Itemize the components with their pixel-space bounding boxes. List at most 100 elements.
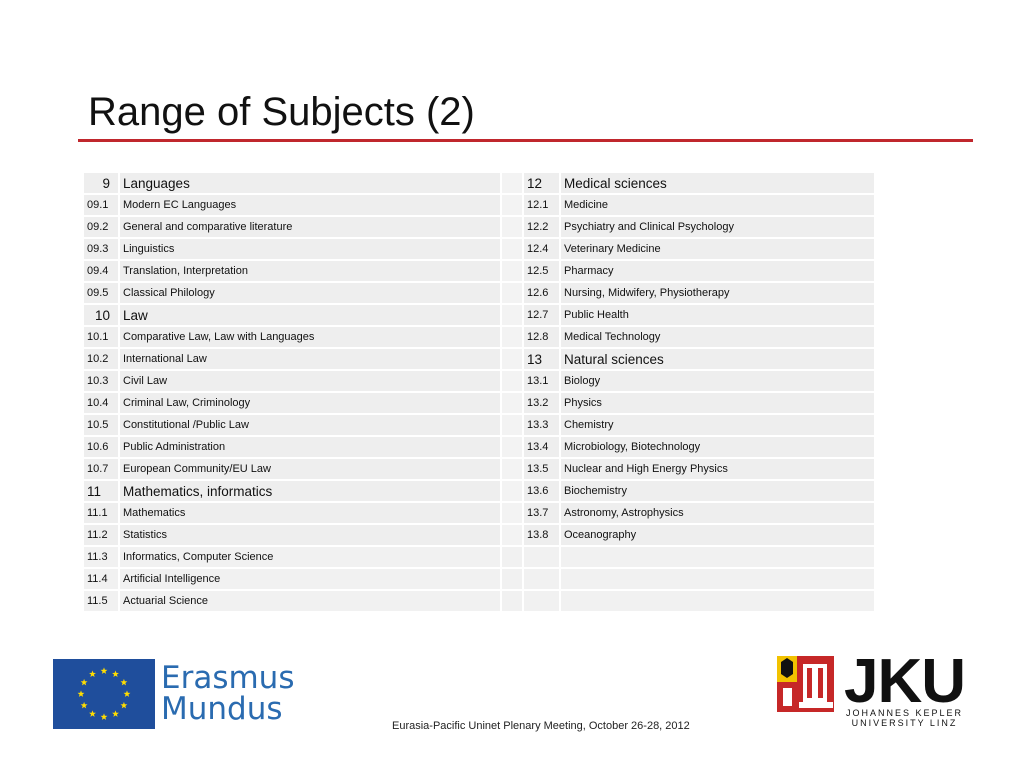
left-subject-code: 10.5: [84, 415, 120, 437]
table-row: 10.2 International Law 13 Natural sciences: [84, 349, 874, 371]
table-row: 10.6 Public Administration 13.4 Microbiolog…: [84, 437, 874, 459]
left-subject-name: Translation, Interpretation: [120, 261, 500, 283]
table-row: 11.4 Artificial Intelligence: [84, 569, 874, 591]
jku-wordmark: JKU: [844, 647, 966, 716]
column-separator: [500, 393, 524, 415]
left-subject-name: Artificial Intelligence: [120, 569, 500, 591]
left-subject-code: 11.4: [84, 569, 120, 591]
table-row: 10.4 Criminal Law, Criminology 13.2 Physics: [84, 393, 874, 415]
right-subject-code: 12.6: [524, 283, 561, 305]
column-separator: [500, 591, 524, 613]
left-subject-name: Actuarial Science: [120, 591, 500, 613]
right-subject-code: 13.6: [524, 481, 561, 503]
left-subject-code: 11.1: [84, 503, 120, 525]
right-subject-name: Astronomy, Astrophysics: [561, 503, 874, 525]
right-subject-name: Biochemistry: [561, 481, 874, 503]
right-subject-code: 12.7: [524, 305, 561, 327]
left-subject-name: Informatics, Computer Science: [120, 547, 500, 569]
right-subject-code: [524, 547, 561, 569]
right-subject-code: 13.3: [524, 415, 561, 437]
table-row: 10.7 European Community/EU Law 13.5 Nuclear…: [84, 459, 874, 481]
left-subject-name: Constitutional /Public Law: [120, 415, 500, 437]
left-subject-code: 10.7: [84, 459, 120, 481]
left-subject-code: 10: [84, 305, 120, 327]
left-subject-name: Statistics: [120, 525, 500, 547]
left-subject-code: 10.1: [84, 327, 120, 349]
right-subject-code: [524, 591, 561, 613]
right-subject-name: Medicine: [561, 195, 874, 217]
column-separator: [500, 195, 524, 217]
right-subject-name: Oceanography: [561, 525, 874, 547]
right-subject-code: 13.5: [524, 459, 561, 481]
erasmus-line1: Erasmus: [161, 660, 295, 696]
left-subject-name: European Community/EU Law: [120, 459, 500, 481]
left-subject-code: 09.4: [84, 261, 120, 283]
right-subject-name: Psychiatry and Clinical Psychology: [561, 217, 874, 239]
right-subject-name: Nursing, Midwifery, Physiotherapy: [561, 283, 874, 305]
left-subject-name: Mathematics: [120, 503, 500, 525]
table-row: 09.4 Translation, Interpretation 12.5 Pharm…: [84, 261, 874, 283]
left-subject-name: Modern EC Languages: [120, 195, 500, 217]
left-subject-name: Mathematics, informatics: [120, 481, 500, 503]
column-separator: [500, 239, 524, 261]
right-subject-name: Veterinary Medicine: [561, 239, 874, 261]
right-subject-name: [561, 569, 874, 591]
left-subject-name: International Law: [120, 349, 500, 371]
table-row: 10.3 Civil Law 13.1 Biology: [84, 371, 874, 393]
column-separator: [500, 261, 524, 283]
left-subject-code: 11: [84, 481, 120, 503]
left-subject-name: Public Administration: [120, 437, 500, 459]
column-separator: [500, 503, 524, 525]
column-separator: [500, 173, 524, 195]
column-separator: [500, 283, 524, 305]
jku-name-line2: UNIVERSITY LINZ: [851, 718, 958, 728]
table-row: 09.2 General and comparative literature 12…: [84, 217, 874, 239]
table-row: 11.3 Informatics, Computer Science: [84, 547, 874, 569]
left-subject-code: 09.1: [84, 195, 120, 217]
left-subject-code: 9: [84, 173, 120, 195]
column-separator: [500, 569, 524, 591]
table-row: 09.3 Linguistics 12.4 Veterinary Medicine: [84, 239, 874, 261]
left-subject-code: 11.5: [84, 591, 120, 613]
column-separator: [500, 481, 524, 503]
column-separator: [500, 415, 524, 437]
jku-crest-icon: [777, 656, 834, 712]
right-subject-name: Physics: [561, 393, 874, 415]
right-subject-code: 12.5: [524, 261, 561, 283]
right-subject-code: 13.4: [524, 437, 561, 459]
right-subject-name: [561, 547, 874, 569]
subjects-table: 9 Languages 12 Medical sciences 09.1 Modern E…: [84, 173, 874, 613]
left-subject-code: 11.2: [84, 525, 120, 547]
right-subject-code: 12.4: [524, 239, 561, 261]
left-subject-name: Comparative Law, Law with Languages: [120, 327, 500, 349]
left-subject-code: 09.5: [84, 283, 120, 305]
column-separator: [500, 547, 524, 569]
right-subject-name: [561, 591, 874, 613]
left-subject-name: Languages: [120, 173, 500, 195]
left-subject-code: 09.3: [84, 239, 120, 261]
right-subject-name: Chemistry: [561, 415, 874, 437]
left-subject-name: Civil Law: [120, 371, 500, 393]
left-subject-code: 10.3: [84, 371, 120, 393]
right-subject-name: Medical Technology: [561, 327, 874, 349]
left-subject-code: 10.6: [84, 437, 120, 459]
right-subject-code: 13.8: [524, 525, 561, 547]
right-subject-code: 12.1: [524, 195, 561, 217]
right-subject-code: 13: [524, 349, 561, 371]
right-subject-code: 13.1: [524, 371, 561, 393]
jku-name-line1: JOHANNES KEPLER: [846, 708, 964, 718]
table-row: 9 Languages 12 Medical sciences: [84, 173, 874, 195]
column-separator: [500, 437, 524, 459]
title-divider: [78, 139, 973, 142]
right-subject-code: [524, 569, 561, 591]
column-separator: [500, 525, 524, 547]
eu-flag-icon: [53, 659, 155, 729]
slide-footer: Eurasia-Pacific Uninet Plenary Meeting, …: [392, 720, 690, 732]
table-row: 10 Law 12.7 Public Health: [84, 305, 874, 327]
erasmus-mundus-logo: Erasmus Mundus: [53, 659, 294, 729]
table-row: 11 Mathematics, informatics 13.6 Biochemist…: [84, 481, 874, 503]
table-row: 11.1 Mathematics 13.7 Astronomy, Astrophysi…: [84, 503, 874, 525]
table-row: 09.1 Modern EC Languages 12.1 Medicine: [84, 195, 874, 217]
right-subject-name: Microbiology, Biotechnology: [561, 437, 874, 459]
column-separator: [500, 217, 524, 239]
